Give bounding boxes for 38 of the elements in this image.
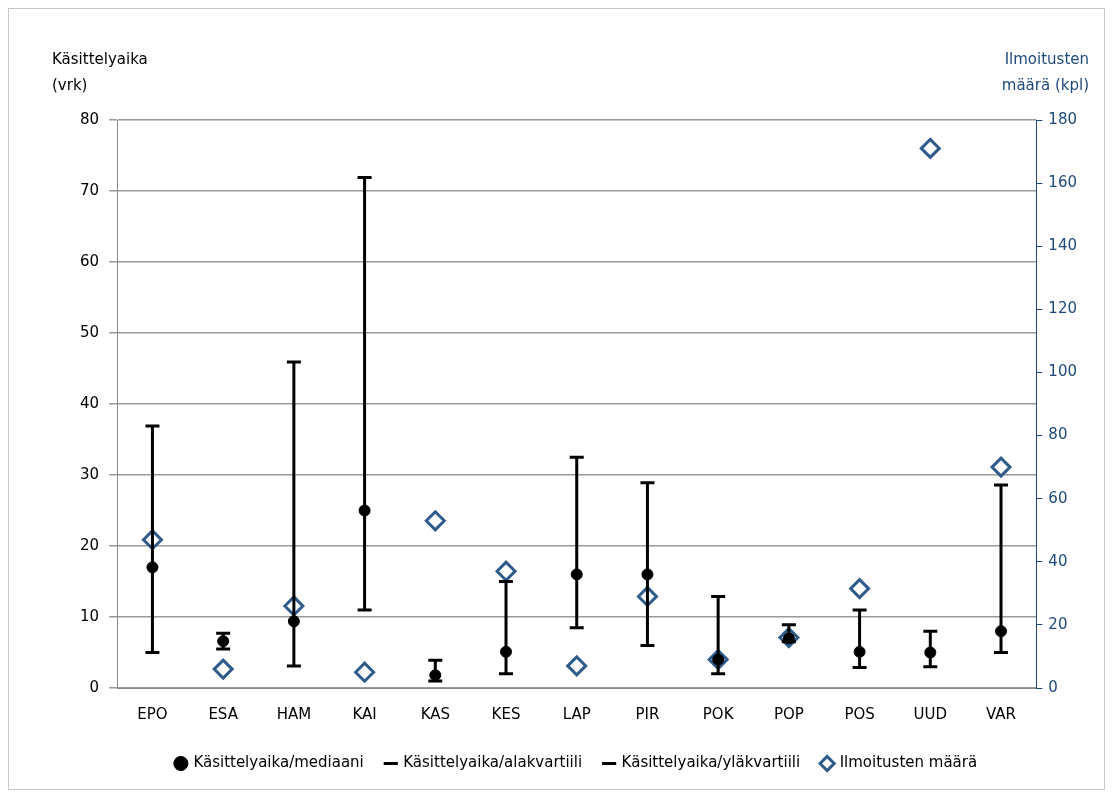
y2-tick-label: 20 <box>1048 614 1068 633</box>
y-tick-label: 30 <box>79 464 100 483</box>
y2-tick-label: 180 <box>1048 109 1078 128</box>
x-tick-label: POS <box>844 704 875 723</box>
legend-label: Käsittelyaika/mediaani <box>193 753 364 772</box>
x-tick-label: KES <box>491 704 521 723</box>
x-tick-label: EPO <box>137 704 168 723</box>
y2-tick-label: 80 <box>1048 425 1068 444</box>
y2-tick-label: 40 <box>1048 551 1068 570</box>
y2-tick-label: 140 <box>1048 236 1078 255</box>
x-tick-label: KAS <box>420 704 450 723</box>
legend-label: Käsittelyaika/alakvartiili <box>403 753 583 772</box>
y2-tick-label: 0 <box>1048 677 1058 696</box>
y-tick-label: 20 <box>79 535 100 554</box>
y2-tick-label: 60 <box>1048 488 1068 507</box>
x-tick-label: POP <box>773 704 804 723</box>
y2-tick-label: 100 <box>1048 362 1078 381</box>
y-tick-label: 40 <box>79 393 100 412</box>
x-tick-label: HAM <box>276 704 312 723</box>
y2-axis-title: Ilmoitusten määrä (kpl) <box>1001 49 1089 96</box>
x-tick-label: ESA <box>208 704 239 723</box>
y-tick-label: 70 <box>79 180 100 199</box>
y2-tick-label: 120 <box>1048 299 1078 318</box>
y-tick-label: 80 <box>79 109 100 128</box>
y-tick-label: 50 <box>79 322 100 341</box>
legend-label: Ilmoitusten määrä <box>839 753 978 772</box>
x-tick-label: POK <box>702 704 735 723</box>
y-tick-label: 60 <box>79 251 100 270</box>
y-tick-label: 0 <box>89 677 100 696</box>
y-axis-title: Käsittelyaika (vrk) <box>52 49 148 96</box>
x-tick-label: UUD <box>913 704 948 723</box>
x-tick-label: LAP <box>562 704 591 723</box>
y-tick-label: 10 <box>79 606 100 625</box>
legend-label: Käsittelyaika/yläkvartiili <box>621 753 801 772</box>
x-tick-label: KAI <box>352 704 377 723</box>
y2-tick-label: 160 <box>1048 173 1078 191</box>
x-tick-label: VAR <box>986 704 1017 723</box>
x-tick-label: PIR <box>635 704 660 723</box>
